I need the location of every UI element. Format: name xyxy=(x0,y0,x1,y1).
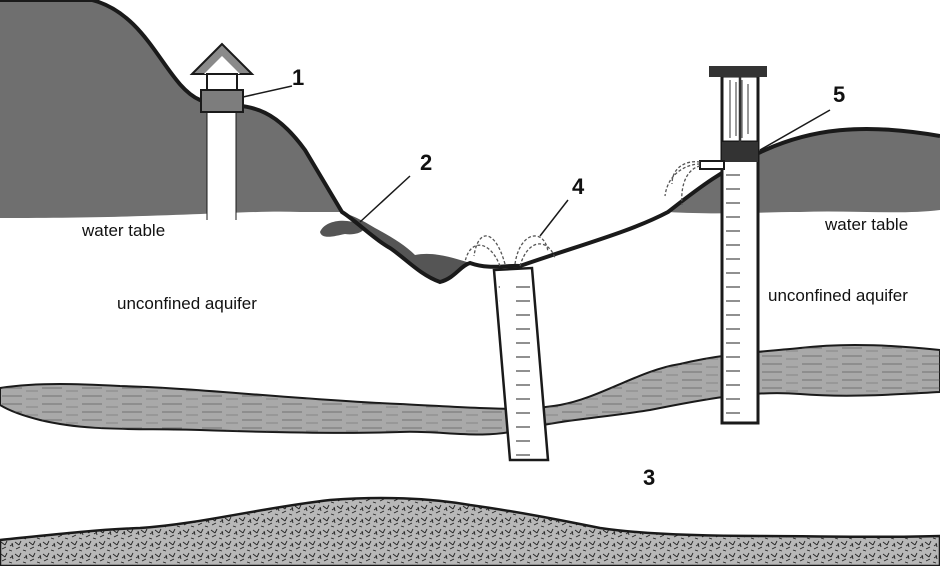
unconfined-aquifer-label-left: unconfined aquifer xyxy=(117,294,257,313)
artesian-spray-4 xyxy=(464,235,556,267)
well-5-pump-rods xyxy=(729,76,749,142)
well-4-water xyxy=(498,278,546,456)
unconfined-aquifer-label-right: unconfined aquifer xyxy=(768,286,908,305)
label-number-2: 2 xyxy=(420,150,432,175)
well-5-piston xyxy=(722,142,758,162)
bedrock-layer xyxy=(0,496,940,566)
pond-2 xyxy=(340,212,470,282)
well-1-house xyxy=(189,42,255,220)
label-number-4: 4 xyxy=(572,174,585,199)
well-5-spout xyxy=(699,160,725,170)
well-1-shaft xyxy=(207,112,236,220)
label-number-1: 1 xyxy=(292,65,304,90)
well-5-water xyxy=(726,164,754,420)
pond-2-ripple xyxy=(320,220,365,237)
water-table-label-left: water table xyxy=(81,221,165,240)
saturated-zone-left xyxy=(0,0,342,218)
label-number-3: 3 xyxy=(643,465,655,490)
water-table-label-right: water table xyxy=(824,215,908,234)
label-number-5: 5 xyxy=(833,82,845,107)
well-5-cap xyxy=(709,66,767,77)
leader-lines xyxy=(242,85,831,237)
spout-spray-5 xyxy=(664,161,701,206)
clay-layer-texture xyxy=(0,344,940,435)
saturated-zone-right xyxy=(668,128,940,214)
